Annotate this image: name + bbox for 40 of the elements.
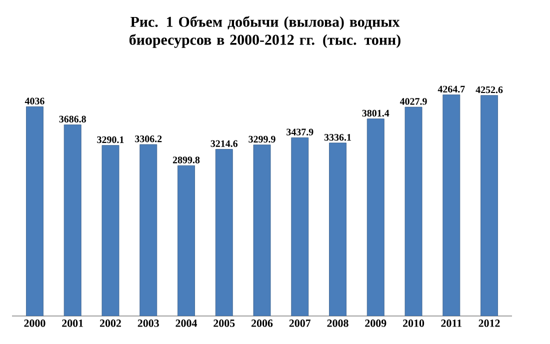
bar [140,144,158,316]
x-tick-label: 2009 [365,320,386,327]
bar [442,94,460,316]
bar [291,137,309,316]
bar [178,165,195,316]
bar [102,145,120,316]
data-label: 3801.4 [362,110,390,117]
data-label: 3336.1 [324,134,351,141]
bar [215,149,233,316]
x-tick-label: 2006 [251,320,273,327]
x-tick-label: 2002 [100,320,121,327]
x-tick-label: 2008 [327,320,348,327]
x-tick-label: 2001 [62,320,83,327]
bar [404,106,422,316]
x-tick-label: 2007 [289,320,311,327]
x-tick-label: 2012 [478,320,500,327]
data-label: 4264.7 [438,86,465,93]
x-tick-label: 2010 [403,320,424,327]
data-label: 4027.9 [400,98,427,105]
bar [64,124,82,316]
data-label: 3214.6 [210,140,238,148]
bar [366,118,384,316]
bar [480,95,498,316]
data-label: 3290.1 [97,136,124,144]
x-tick-label: 2003 [138,320,159,327]
data-label: 2899.8 [172,156,200,164]
x-tick-label: 2004 [176,320,197,327]
chart-title: Рис. 1 Объем добычи (вылова) водных биоресурсов в 2000-2012 гг. (тыс. тонн) [129,16,400,48]
x-tick-label: 2011 [441,320,462,327]
data-label: 3306.2 [135,136,162,142]
data-label: 3299.9 [248,136,276,143]
data-label: 4036 [24,98,44,104]
data-label: 3686.8 [59,116,86,123]
bar [253,144,271,316]
bar [26,106,44,316]
data-label: 4252.6 [476,86,503,94]
data-label: 3437.9 [286,128,314,136]
bar [329,142,346,316]
x-tick-label: 2000 [24,320,46,327]
x-tick-label: 2005 [214,320,235,327]
